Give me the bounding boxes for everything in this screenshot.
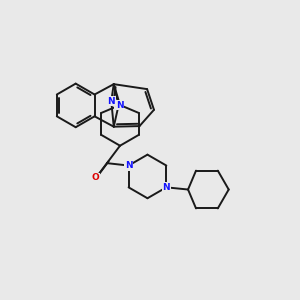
Text: N: N — [163, 183, 170, 192]
Text: O: O — [92, 173, 100, 182]
Text: N: N — [125, 161, 132, 170]
Text: N: N — [107, 97, 115, 106]
Text: O: O — [92, 173, 100, 182]
Text: N: N — [107, 97, 115, 106]
Text: N: N — [125, 161, 132, 170]
Text: O: O — [115, 101, 122, 110]
Text: N: N — [107, 97, 115, 106]
Text: O: O — [115, 101, 122, 110]
Text: N: N — [163, 183, 170, 192]
Text: N: N — [107, 97, 115, 106]
Text: N: N — [116, 100, 124, 109]
Text: N: N — [116, 100, 124, 109]
